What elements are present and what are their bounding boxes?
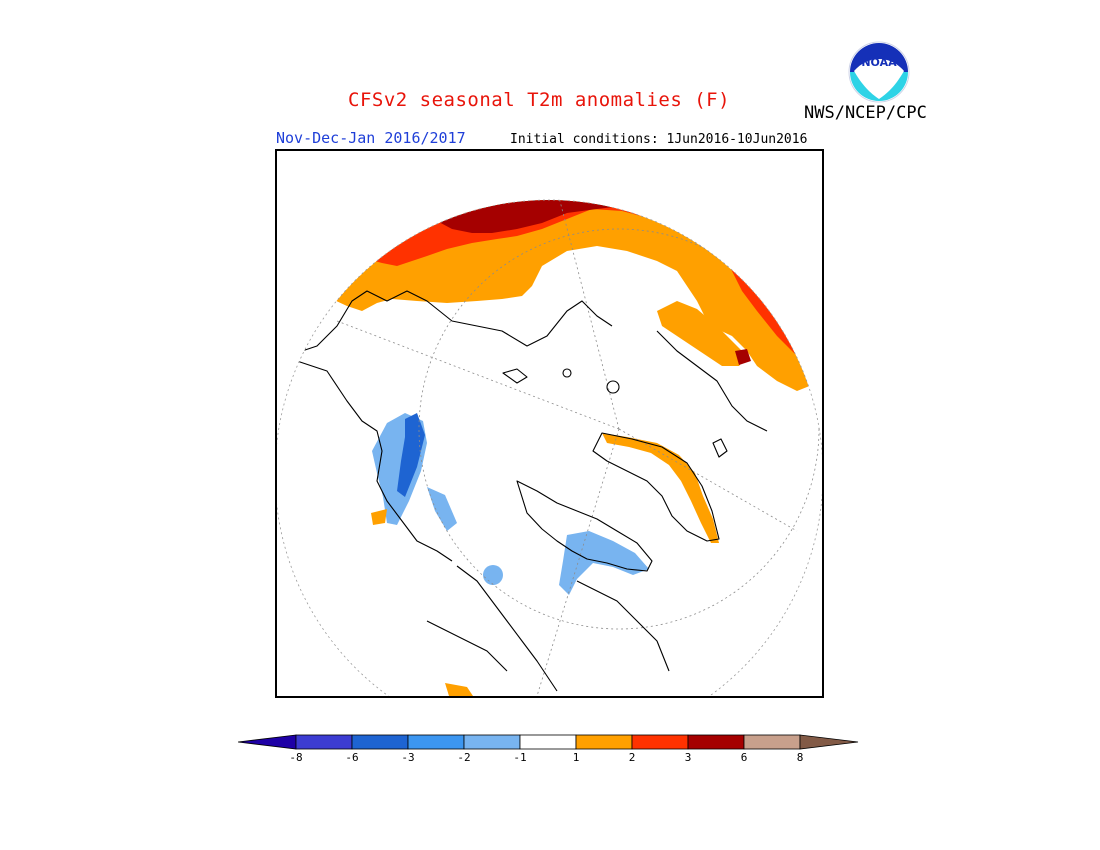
anomaly-spot-orange-w bbox=[371, 509, 387, 525]
color-scale-label: 8 bbox=[796, 751, 804, 764]
anomaly-region-darkblue-w bbox=[397, 413, 425, 497]
forecast-period: Nov-Dec-Jan 2016/2017 bbox=[276, 129, 466, 147]
map-disk-outline bbox=[277, 199, 822, 696]
anomaly-strip-orange-e bbox=[602, 433, 719, 543]
color-scale-label: -6 bbox=[345, 751, 359, 764]
color-scale-bar bbox=[238, 734, 859, 750]
color-scale-label: 3 bbox=[684, 751, 692, 764]
color-scale-label: 6 bbox=[740, 751, 748, 764]
anomaly-region-blue-s bbox=[427, 487, 457, 531]
color-scale-segment bbox=[631, 734, 689, 750]
color-scale-label: -1 bbox=[513, 751, 527, 764]
color-scale-segment bbox=[519, 734, 577, 750]
map-title: CFSv2 seasonal T2m anomalies (F) bbox=[348, 89, 731, 111]
anomaly-patch-orange-ne bbox=[657, 301, 747, 366]
color-scale-segment bbox=[743, 734, 801, 750]
color-scale-segment bbox=[463, 734, 521, 750]
anomaly-region-darkred bbox=[432, 200, 687, 233]
anomaly-patch-darkred-ne bbox=[735, 349, 751, 365]
color-scale-label: -3 bbox=[401, 751, 415, 764]
color-scale-segment bbox=[687, 734, 745, 750]
color-scale-label: -2 bbox=[457, 751, 471, 764]
color-scale-segment bbox=[575, 734, 633, 750]
initial-conditions: Initial conditions: 1Jun2016-10Jun2016 bbox=[510, 132, 808, 147]
color-scale-arrow-low bbox=[238, 734, 297, 750]
anomaly-region-blue-c bbox=[559, 531, 649, 595]
color-scale-segment bbox=[407, 734, 465, 750]
anomaly-spot-blue bbox=[483, 565, 503, 585]
agency-label: NWS/NCEP/CPC bbox=[804, 103, 927, 123]
polar-map bbox=[277, 199, 822, 696]
logo-text: NOAA bbox=[861, 56, 897, 69]
map-disk bbox=[277, 200, 822, 696]
color-scale-label: 1 bbox=[572, 751, 580, 764]
noaa-logo: NOAA bbox=[848, 41, 910, 103]
color-scale-label: 2 bbox=[628, 751, 636, 764]
color-scale-arrow-high bbox=[799, 734, 859, 750]
coastlines bbox=[286, 290, 768, 692]
color-scale-segment bbox=[295, 734, 353, 750]
color-scale-segment bbox=[351, 734, 409, 750]
anomaly-spot-orange-s bbox=[445, 683, 473, 696]
map-frame bbox=[275, 149, 824, 698]
color-scale-label: -8 bbox=[289, 751, 303, 764]
